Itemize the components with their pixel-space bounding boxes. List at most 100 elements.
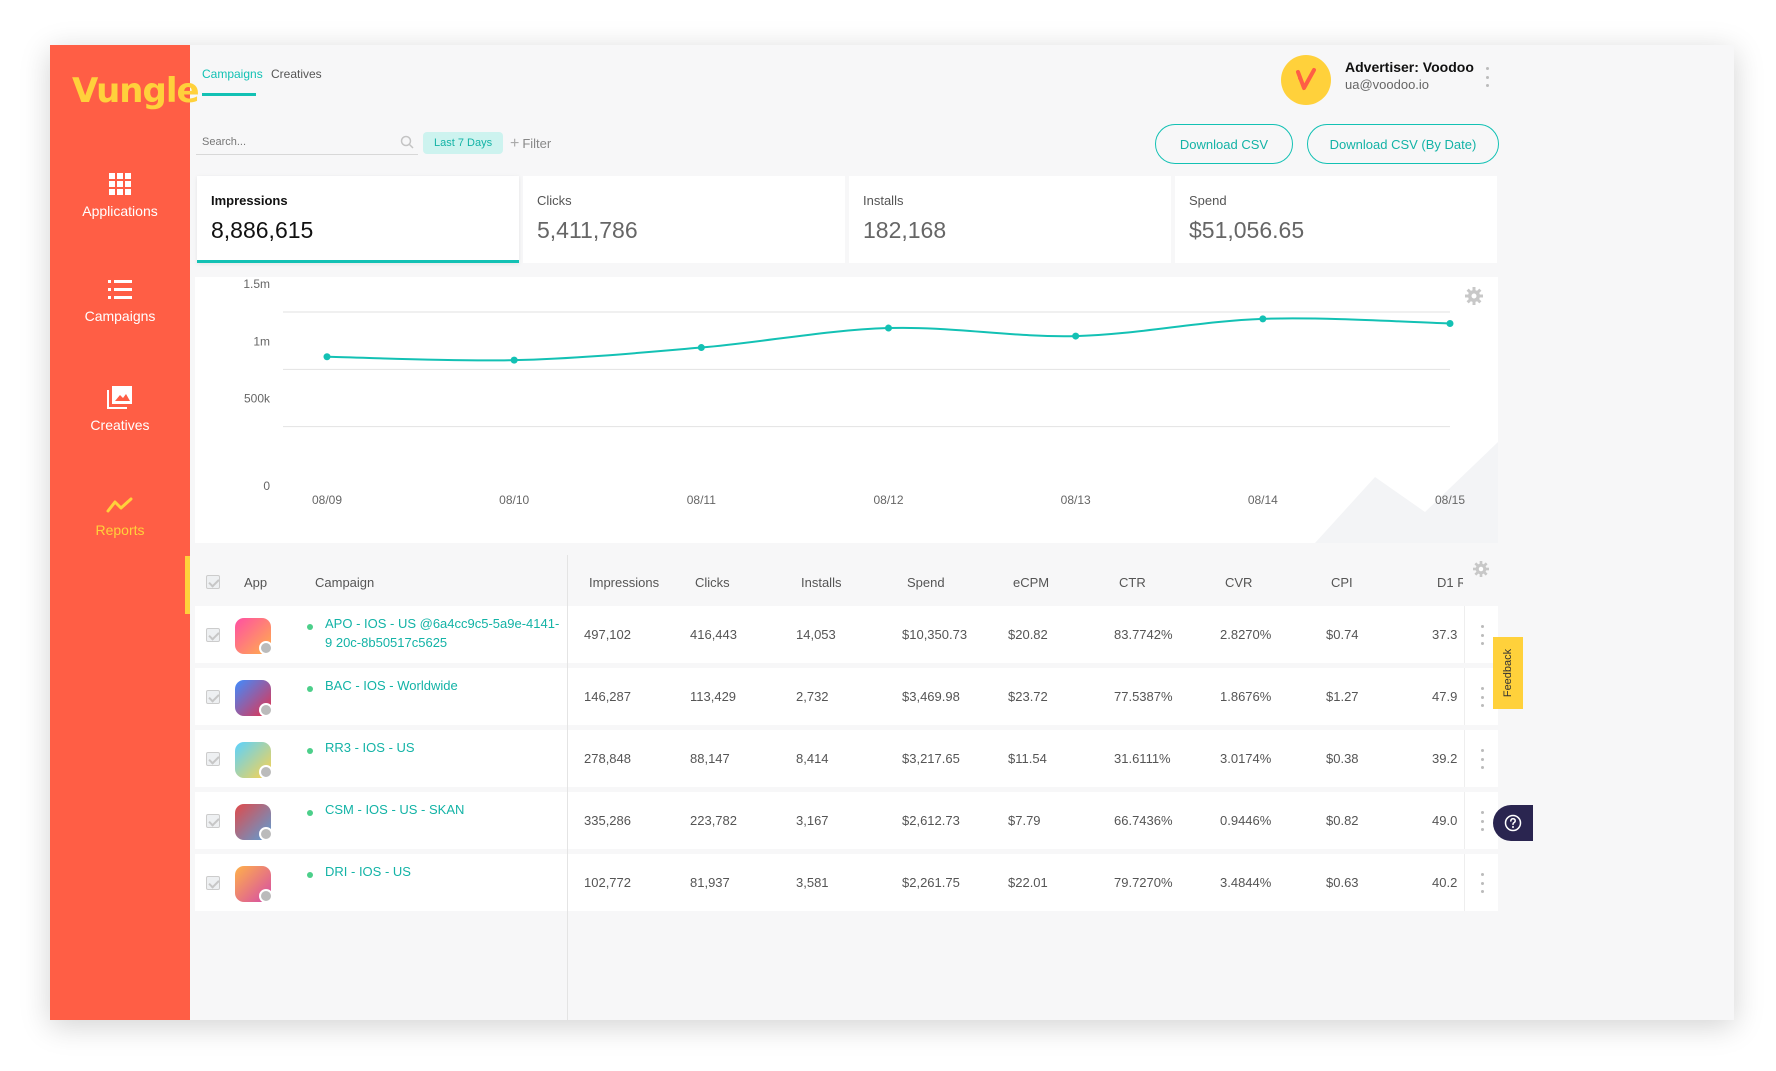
cell-ecpm: $20.82 <box>1008 627 1048 642</box>
cell-clicks: 88,147 <box>690 751 730 766</box>
plus-icon: + <box>510 135 520 152</box>
metric-card-spend[interactable]: Spend $51,056.65 <box>1175 176 1497 263</box>
account-menu-button[interactable] <box>1482 67 1492 87</box>
column-header-clicks[interactable]: Clicks <box>695 575 730 590</box>
column-header-ecpm[interactable]: eCPM <box>1013 575 1050 590</box>
column-header-impressions[interactable]: Impressions <box>589 575 660 590</box>
x-tick-label: 08/14 <box>1248 493 1278 507</box>
row-checkbox[interactable] <box>206 690 220 704</box>
data-point[interactable] <box>697 344 705 352</box>
app-window: Vungle Applications Campaigns <box>50 45 1734 1020</box>
feedback-label: Feedback <box>1502 648 1514 698</box>
column-header-app[interactable]: App <box>244 575 268 590</box>
add-filter-button[interactable]: + Filter <box>510 135 551 153</box>
data-point[interactable] <box>510 356 518 364</box>
table-row[interactable]: CSM - IOS - US - SKAN 335,286 223,782 3,167… <box>195 792 1498 849</box>
metric-card-installs[interactable]: Installs 182,168 <box>849 176 1171 263</box>
sidebar-item-label: Reports <box>95 522 145 538</box>
column-header-campaign[interactable]: Campaign <box>315 575 375 590</box>
column-header-ctr[interactable]: CTR <box>1119 575 1146 590</box>
sidebar-item-applications[interactable]: Applications <box>50 173 190 235</box>
list-icon <box>108 280 132 299</box>
apple-platform-icon <box>259 765 273 779</box>
download-csv-button[interactable]: Download CSV <box>1155 124 1293 164</box>
campaign-name-link[interactable]: BAC - IOS - Worldwide <box>325 678 458 693</box>
cell-installs: 2,732 <box>796 689 829 704</box>
metric-label: Spend <box>1189 193 1227 208</box>
cell-impressions: 102,772 <box>584 875 631 890</box>
x-tick-label: 08/09 <box>312 493 342 507</box>
search-input[interactable] <box>196 129 418 155</box>
column-header-spend[interactable]: Spend <box>907 575 945 590</box>
tab-campaigns[interactable]: Campaigns <box>202 67 263 81</box>
cell-ecpm: $22.01 <box>1008 875 1048 890</box>
cell-installs: 14,053 <box>796 627 836 642</box>
select-all-checkbox[interactable] <box>206 575 220 589</box>
cell-ctr: 83.7742% <box>1114 627 1173 642</box>
sidebar-item-creatives[interactable]: Creatives <box>50 385 190 447</box>
metric-label: Clicks <box>537 193 572 208</box>
cell-ctr: 31.6111% <box>1114 751 1171 766</box>
row-checkbox[interactable] <box>206 814 220 828</box>
y-tick-label: 500k <box>244 392 271 406</box>
chart-watermark <box>1315 442 1498 543</box>
row-menu-column <box>1464 730 1498 787</box>
impressions-chart-card: 0 500k 1m 1.5m 08/09 08/10 08/11 08/12 08/13 08/1… <box>195 277 1498 543</box>
voodoo-logo-icon <box>1296 68 1316 90</box>
data-point[interactable] <box>885 324 892 332</box>
row-menu-button[interactable] <box>1477 749 1487 769</box>
cell-installs: 8,414 <box>796 751 829 766</box>
row-menu-column <box>1464 792 1498 849</box>
data-point[interactable] <box>1446 319 1454 327</box>
advertiser-avatar[interactable] <box>1281 55 1331 105</box>
download-csv-by-date-button[interactable]: Download CSV (By Date) <box>1307 124 1499 164</box>
vungle-logo[interactable]: Vungle <box>72 71 200 111</box>
cell-cvr: 1.8676% <box>1220 689 1272 704</box>
table-row[interactable]: RR3 - IOS - US 278,848 88,147 8,414 $3,217.6… <box>195 730 1498 787</box>
table-row[interactable]: APO - IOS - US @6a4cc9c5-5a9e-4141-9 20c… <box>195 606 1498 663</box>
campaign-name-link[interactable]: CSM - IOS - US - SKAN <box>325 802 465 817</box>
column-header-installs[interactable]: Installs <box>801 575 842 590</box>
cell-d1r: 49.0 <box>1432 813 1458 828</box>
table-settings-gear-icon[interactable] <box>1473 561 1489 577</box>
cell-spend: $10,350.73 <box>902 627 968 642</box>
date-range-chip[interactable]: Last 7 Days <box>423 132 504 154</box>
cell-clicks: 416,443 <box>690 627 737 642</box>
grid-icon <box>109 173 131 195</box>
cell-ecpm: $23.72 <box>1008 689 1048 704</box>
column-header-cpi[interactable]: CPI <box>1331 575 1353 590</box>
cell-d1r: 47.9 <box>1432 689 1458 704</box>
campaign-name-link[interactable]: DRI - IOS - US <box>325 864 411 879</box>
tab-creatives[interactable]: Creatives <box>271 67 322 81</box>
sidebar-item-reports[interactable]: Reports <box>50 496 190 558</box>
campaign-name-link[interactable]: APO - IOS - US @6a4cc9c5-5a9e-4141-9 20c… <box>325 616 560 650</box>
cell-clicks: 81,937 <box>690 875 730 890</box>
data-point[interactable] <box>323 353 331 361</box>
row-menu-button[interactable] <box>1477 811 1487 831</box>
row-menu-button[interactable] <box>1477 873 1487 893</box>
image-gallery-icon <box>107 386 132 409</box>
sidebar-item-campaigns[interactable]: Campaigns <box>50 280 190 342</box>
chart-settings-gear-icon[interactable] <box>1465 287 1483 305</box>
help-button[interactable] <box>1493 805 1533 841</box>
row-menu-button[interactable] <box>1477 687 1487 707</box>
row-checkbox[interactable] <box>206 876 220 890</box>
campaign-status-dot <box>307 810 313 816</box>
column-header-cvr[interactable]: CVR <box>1225 575 1253 590</box>
metric-card-clicks[interactable]: Clicks 5,411,786 <box>523 176 845 263</box>
row-checkbox[interactable] <box>206 628 220 642</box>
cell-ecpm: $7.79 <box>1008 813 1041 828</box>
row-checkbox[interactable] <box>206 752 220 766</box>
row-menu-button[interactable] <box>1477 625 1487 645</box>
column-header-d1-retention[interactable]: D1 R <box>1437 575 1463 590</box>
data-point[interactable] <box>1072 332 1080 340</box>
metric-card-impressions[interactable]: Impressions 8,886,615 <box>197 176 519 263</box>
table-row[interactable]: DRI - IOS - US 102,772 81,937 3,581 $2,261.7… <box>195 854 1498 911</box>
campaign-name-link[interactable]: RR3 - IOS - US <box>325 740 415 755</box>
cell-installs: 3,167 <box>796 813 829 828</box>
data-point[interactable] <box>1259 315 1267 323</box>
x-tick-label: 08/15 <box>1435 493 1465 507</box>
cell-ctr: 77.5387% <box>1114 689 1173 704</box>
table-row[interactable]: BAC - IOS - Worldwide 146,287 113,429 2,732… <box>195 668 1498 725</box>
feedback-tab[interactable]: Feedback <box>1493 637 1523 709</box>
